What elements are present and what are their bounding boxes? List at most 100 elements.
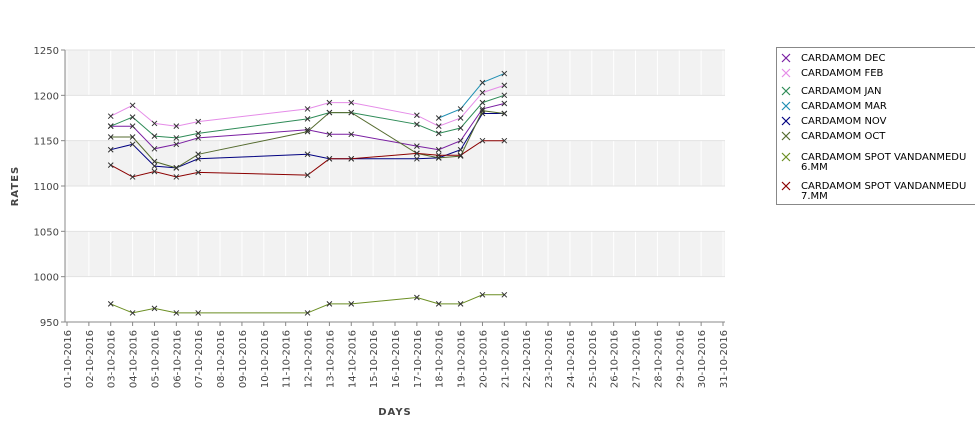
legend-marker	[781, 181, 791, 191]
data-point	[348, 109, 355, 116]
data-point	[151, 158, 158, 165]
data-point	[195, 151, 202, 158]
x-tick-label: 21-10-2016	[500, 330, 511, 388]
x-tick-label: 28-10-2016	[653, 330, 664, 388]
data-point	[304, 128, 311, 135]
data-point	[348, 99, 355, 106]
x-tick-label: 09-10-2016	[238, 330, 249, 388]
data-point	[195, 155, 202, 162]
x-tick-label: 08-10-2016	[216, 330, 227, 388]
data-point	[151, 163, 158, 169]
data-point	[326, 155, 333, 162]
data-point	[457, 115, 464, 121]
x-tick-label: 20-10-2016	[478, 330, 489, 388]
x-tick-label: 31-10-2016	[719, 330, 730, 388]
data-point	[501, 291, 508, 298]
data-point	[173, 310, 180, 316]
data-point	[479, 291, 486, 298]
data-point	[501, 92, 508, 99]
y-tick-label: 1050	[34, 227, 59, 238]
data-point	[151, 145, 158, 152]
data-point	[414, 150, 420, 157]
data-point	[129, 134, 136, 140]
x-tick-label: 15-10-2016	[369, 330, 380, 388]
data-point	[414, 294, 420, 301]
data-point	[107, 146, 114, 153]
y-tick-label: 950	[40, 318, 59, 329]
y-tick-label: 1100	[34, 182, 59, 193]
data-point	[151, 168, 158, 175]
data-point	[195, 135, 202, 141]
gridlines	[65, 49, 725, 323]
data-point	[348, 155, 355, 162]
data-point	[129, 123, 136, 130]
data-point	[151, 133, 158, 139]
data-point	[479, 79, 486, 86]
legend-item: CARDAMOM OCT	[781, 131, 886, 142]
x-tick-label: 27-10-2016	[632, 330, 643, 388]
x-tick-label: 29-10-2016	[675, 330, 686, 388]
data-point	[457, 106, 464, 112]
x-tick-label: 16-10-2016	[391, 330, 402, 388]
x-tick-label: 05-10-2016	[150, 330, 161, 388]
x-tick-label: 22-10-2016	[522, 330, 533, 388]
legend-marker	[781, 152, 791, 162]
x-axis-ticks: 01-10-2016 02-10-2016 03-10-2016 04-10-2016…	[63, 322, 730, 388]
legend-label: CARDAMOM MAR	[801, 101, 887, 112]
data-point	[173, 141, 180, 148]
legend-label: CARDAMOM FEB	[801, 68, 884, 79]
legend-label: 6.MM	[801, 162, 828, 173]
data-point	[414, 143, 420, 149]
data-point	[501, 137, 508, 144]
x-tick-label: 19-10-2016	[457, 330, 468, 388]
data-point	[414, 112, 420, 119]
legend-item: CARDAMOM DEC	[781, 53, 885, 64]
x-tick-label: 26-10-2016	[610, 330, 621, 388]
data-point	[173, 135, 180, 141]
series-lines	[107, 70, 508, 316]
data-point	[479, 89, 486, 96]
legend-marker	[781, 68, 791, 78]
legend-marker	[781, 116, 791, 126]
series	[107, 82, 508, 130]
data-point	[414, 155, 420, 162]
data-point	[195, 130, 202, 137]
data-point	[195, 310, 202, 316]
y-axis-title: RATES	[10, 166, 21, 207]
y-axis-ticks: 950 1000 1050 1100 1150 1200 1250	[34, 46, 65, 329]
data-point	[457, 146, 464, 153]
data-point	[435, 123, 442, 130]
legend-label: 7.MM	[801, 191, 828, 202]
x-tick-label: 10-10-2016	[260, 330, 271, 388]
series	[435, 70, 508, 121]
data-point	[173, 123, 180, 130]
x-tick-label: 30-10-2016	[697, 330, 708, 388]
x-tick-label: 18-10-2016	[435, 330, 446, 388]
legend-label: CARDAMOM DEC	[801, 53, 885, 64]
data-point	[435, 152, 442, 159]
data-point	[435, 301, 442, 307]
data-point	[479, 99, 486, 106]
data-point	[501, 100, 508, 107]
legend-marker	[781, 101, 791, 111]
legend-label: CARDAMOM JAN	[801, 86, 882, 97]
data-point	[129, 114, 136, 120]
legend: CARDAMOM DEC CARDAMOM FEB CARDAMOM JAN CARD…	[776, 47, 975, 205]
data-point	[326, 301, 333, 307]
data-point	[195, 118, 202, 125]
data-point	[107, 301, 114, 307]
data-point	[173, 174, 180, 180]
series-line	[438, 73, 505, 119]
data-point	[304, 172, 311, 178]
legend-box	[776, 47, 975, 205]
legend-marker	[781, 131, 791, 141]
data-point	[414, 121, 420, 128]
data-point	[501, 110, 508, 117]
y-tick-label: 1000	[34, 273, 59, 284]
data-point	[107, 113, 114, 120]
x-tick-label: 06-10-2016	[172, 330, 183, 388]
data-point	[435, 130, 442, 137]
data-point	[435, 146, 442, 153]
data-point	[326, 99, 333, 106]
y-tick-label: 1150	[34, 137, 59, 148]
